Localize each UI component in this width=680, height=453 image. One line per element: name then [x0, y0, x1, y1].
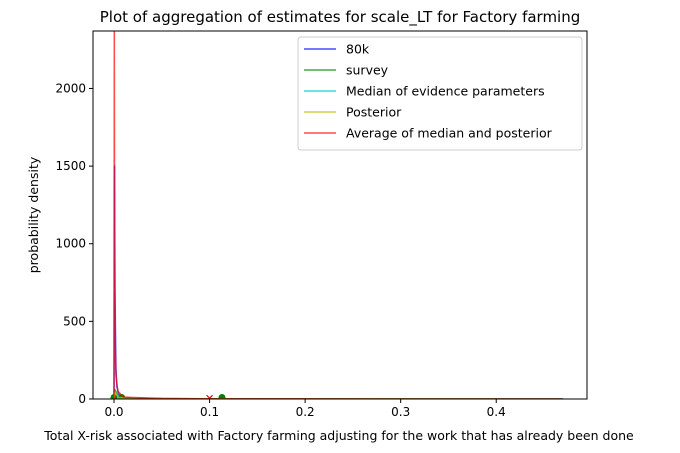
plot-frame	[92, 30, 588, 400]
legend-box	[297, 36, 583, 151]
y-tick-label-0: 0	[78, 392, 86, 406]
legend-label-0: 80k	[346, 42, 370, 57]
y-axis: 0 500 1000 1500 2000	[55, 81, 93, 406]
series-marker-4-0	[206, 394, 213, 399]
series-marker-1-2	[218, 393, 226, 399]
legend-label-3: Posterior	[346, 105, 402, 120]
y-tick-label-3: 1500	[55, 159, 86, 173]
x-tick-label-2: 0.2	[296, 405, 315, 419]
y-axis-label: probability density	[26, 156, 41, 273]
legend-label-1: survey	[346, 63, 389, 78]
y-tick-label-4: 2000	[55, 81, 86, 95]
x-tick-label-4: 0.4	[487, 405, 506, 419]
legend: 80k survey Median of evidence parameters Po…	[297, 36, 583, 151]
y-tick-label-1: 500	[63, 314, 86, 328]
series-line-0	[113, 165, 564, 399]
x-axis-label: Total X-risk associated with Factory far…	[43, 428, 634, 443]
plot-area	[92, 30, 588, 400]
x-tick-label-0: 0.0	[104, 405, 123, 419]
x-tick-label-1: 0.1	[200, 405, 219, 419]
series-line-1	[113, 388, 564, 399]
x-axis: 0.0 0.1 0.2 0.3 0.4	[104, 399, 506, 419]
legend-label-2: Median of evidence parameters	[346, 84, 545, 99]
x-tick-label-3: 0.3	[391, 405, 410, 419]
chart-title: Plot of aggregation of estimates for sca…	[100, 8, 581, 27]
legend-label-4: Average of median and posterior	[346, 126, 553, 141]
y-tick-label-2: 1000	[55, 237, 86, 251]
